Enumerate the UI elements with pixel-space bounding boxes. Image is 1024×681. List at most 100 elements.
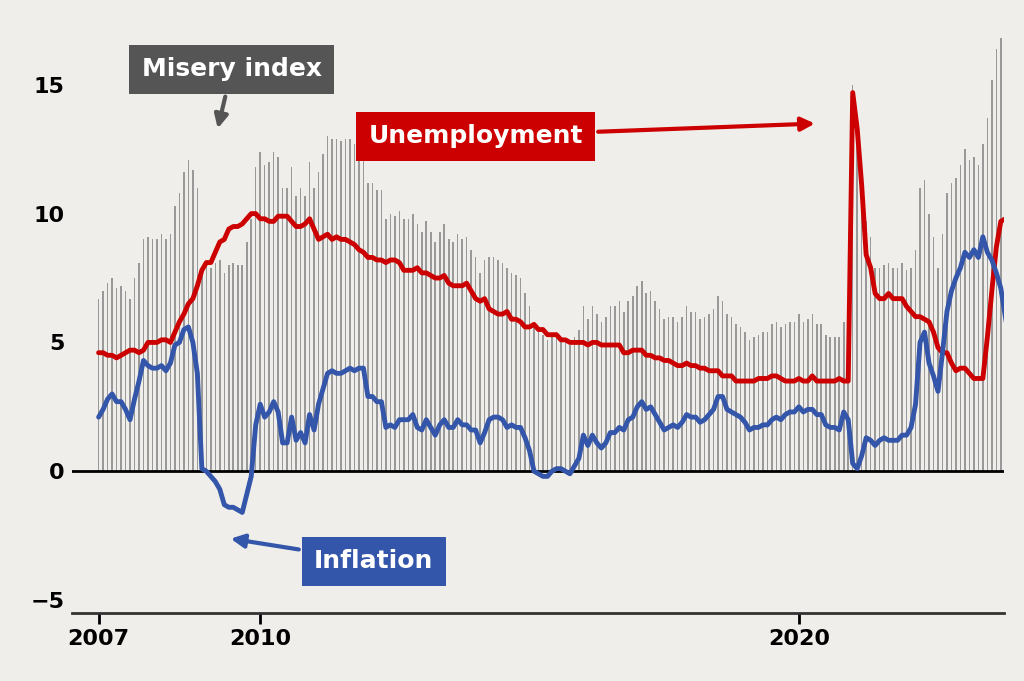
Bar	[560, 337, 562, 471]
Text: Unemployment: Unemployment	[369, 118, 810, 148]
Bar	[157, 240, 158, 471]
Bar	[447, 240, 450, 471]
Bar	[754, 337, 755, 471]
Bar	[201, 268, 203, 471]
Bar	[852, 85, 853, 471]
Bar	[210, 268, 212, 471]
Bar	[803, 322, 804, 471]
Bar	[259, 152, 261, 471]
Bar	[506, 268, 508, 471]
Bar	[272, 152, 274, 471]
Bar	[901, 263, 903, 471]
Text: Misery index: Misery index	[141, 57, 322, 124]
Bar	[869, 237, 871, 471]
Bar	[681, 317, 683, 471]
Bar	[587, 319, 589, 471]
Bar	[991, 80, 992, 471]
Bar	[547, 340, 548, 471]
Bar	[147, 237, 148, 471]
Bar	[767, 332, 768, 471]
Bar	[645, 294, 647, 471]
Bar	[264, 165, 265, 471]
Bar	[376, 191, 378, 471]
Bar	[223, 273, 225, 471]
Bar	[775, 322, 777, 471]
Bar	[520, 278, 521, 471]
Text: Inflation: Inflation	[236, 536, 433, 573]
Bar	[556, 332, 557, 471]
Bar	[551, 334, 553, 471]
Bar	[856, 126, 858, 471]
Bar	[654, 301, 656, 471]
Bar	[246, 242, 248, 471]
Bar	[946, 193, 948, 471]
Bar	[758, 334, 759, 471]
Bar	[138, 263, 140, 471]
Bar	[771, 324, 773, 471]
Bar	[744, 332, 745, 471]
Bar	[193, 170, 194, 471]
Bar	[385, 219, 387, 471]
Bar	[965, 149, 966, 471]
Bar	[102, 291, 103, 471]
Bar	[170, 234, 171, 471]
Bar	[457, 234, 459, 471]
Bar	[493, 257, 495, 471]
Bar	[439, 232, 440, 471]
Bar	[142, 240, 144, 471]
Bar	[600, 322, 602, 471]
Bar	[884, 265, 885, 471]
Bar	[372, 183, 373, 471]
Bar	[462, 240, 463, 471]
Bar	[309, 162, 310, 471]
Bar	[336, 139, 337, 471]
Bar	[726, 314, 728, 471]
Bar	[381, 191, 382, 471]
Bar	[403, 219, 404, 471]
Bar	[421, 232, 423, 471]
Bar	[879, 268, 881, 471]
Bar	[641, 281, 642, 471]
Bar	[995, 49, 997, 471]
Bar	[843, 322, 845, 471]
Bar	[618, 301, 621, 471]
Bar	[959, 165, 962, 471]
Bar	[790, 322, 791, 471]
Bar	[287, 188, 288, 471]
Bar	[564, 340, 566, 471]
Bar	[739, 327, 741, 471]
Bar	[488, 257, 489, 471]
Bar	[596, 314, 598, 471]
Bar	[811, 314, 813, 471]
Bar	[820, 324, 822, 471]
Bar	[1000, 38, 1001, 471]
Bar	[206, 263, 207, 471]
Bar	[686, 306, 687, 471]
Bar	[475, 257, 476, 471]
Bar	[161, 234, 162, 471]
Bar	[394, 216, 395, 471]
Bar	[897, 268, 898, 471]
Bar	[434, 242, 436, 471]
Bar	[717, 296, 719, 471]
Bar	[874, 268, 876, 471]
Bar	[542, 334, 544, 471]
Bar	[1018, 155, 1020, 471]
Bar	[331, 139, 333, 471]
Bar	[592, 306, 593, 471]
Bar	[304, 195, 306, 471]
Bar	[219, 260, 220, 471]
Bar	[412, 214, 414, 471]
Bar	[524, 294, 525, 471]
Bar	[134, 278, 135, 471]
Bar	[848, 330, 849, 471]
Bar	[152, 240, 154, 471]
Bar	[291, 168, 293, 471]
Bar	[749, 340, 751, 471]
Bar	[664, 319, 665, 471]
Bar	[632, 296, 634, 471]
Bar	[174, 206, 176, 471]
Bar	[538, 332, 540, 471]
Bar	[515, 275, 517, 471]
Bar	[251, 219, 252, 471]
